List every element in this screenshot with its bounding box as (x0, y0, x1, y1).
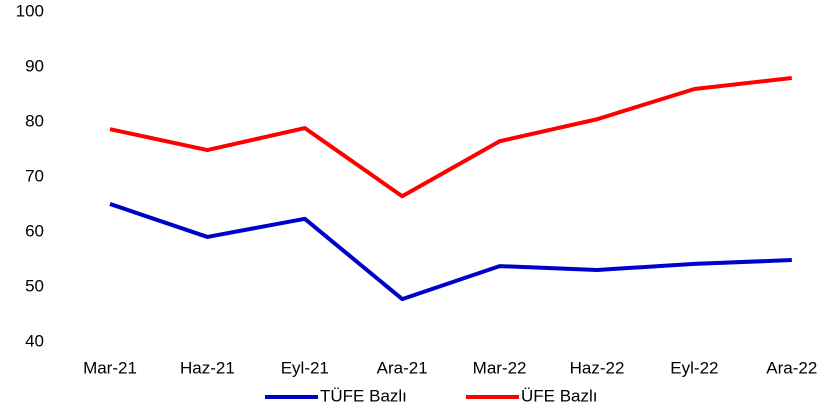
x-tick-label: Mar-21 (83, 358, 137, 377)
y-tick-label: 80 (25, 111, 44, 130)
y-tick-label: 50 (25, 276, 44, 295)
x-tick-label: Haz-21 (180, 358, 235, 377)
series-line (109, 202, 792, 302)
y-tick-label: 40 (25, 331, 44, 350)
y-tick-label: 70 (25, 166, 44, 185)
y-tick-label: 60 (25, 221, 44, 240)
series-line (109, 76, 793, 199)
x-tick-label: Mar-22 (473, 358, 527, 377)
legend-label: TÜFE Bazlı (320, 386, 407, 405)
x-tick-label: Eyl-21 (281, 358, 329, 377)
y-tick-label: 100 (16, 1, 44, 20)
y-tick-label: 90 (25, 56, 44, 75)
legend-label: ÜFE Bazlı (521, 386, 598, 405)
x-tick-label: Ara-21 (377, 358, 428, 377)
x-tick-label: Haz-22 (570, 358, 625, 377)
x-tick-label: Eyl-22 (670, 358, 718, 377)
x-tick-label: Ara-22 (766, 358, 817, 377)
